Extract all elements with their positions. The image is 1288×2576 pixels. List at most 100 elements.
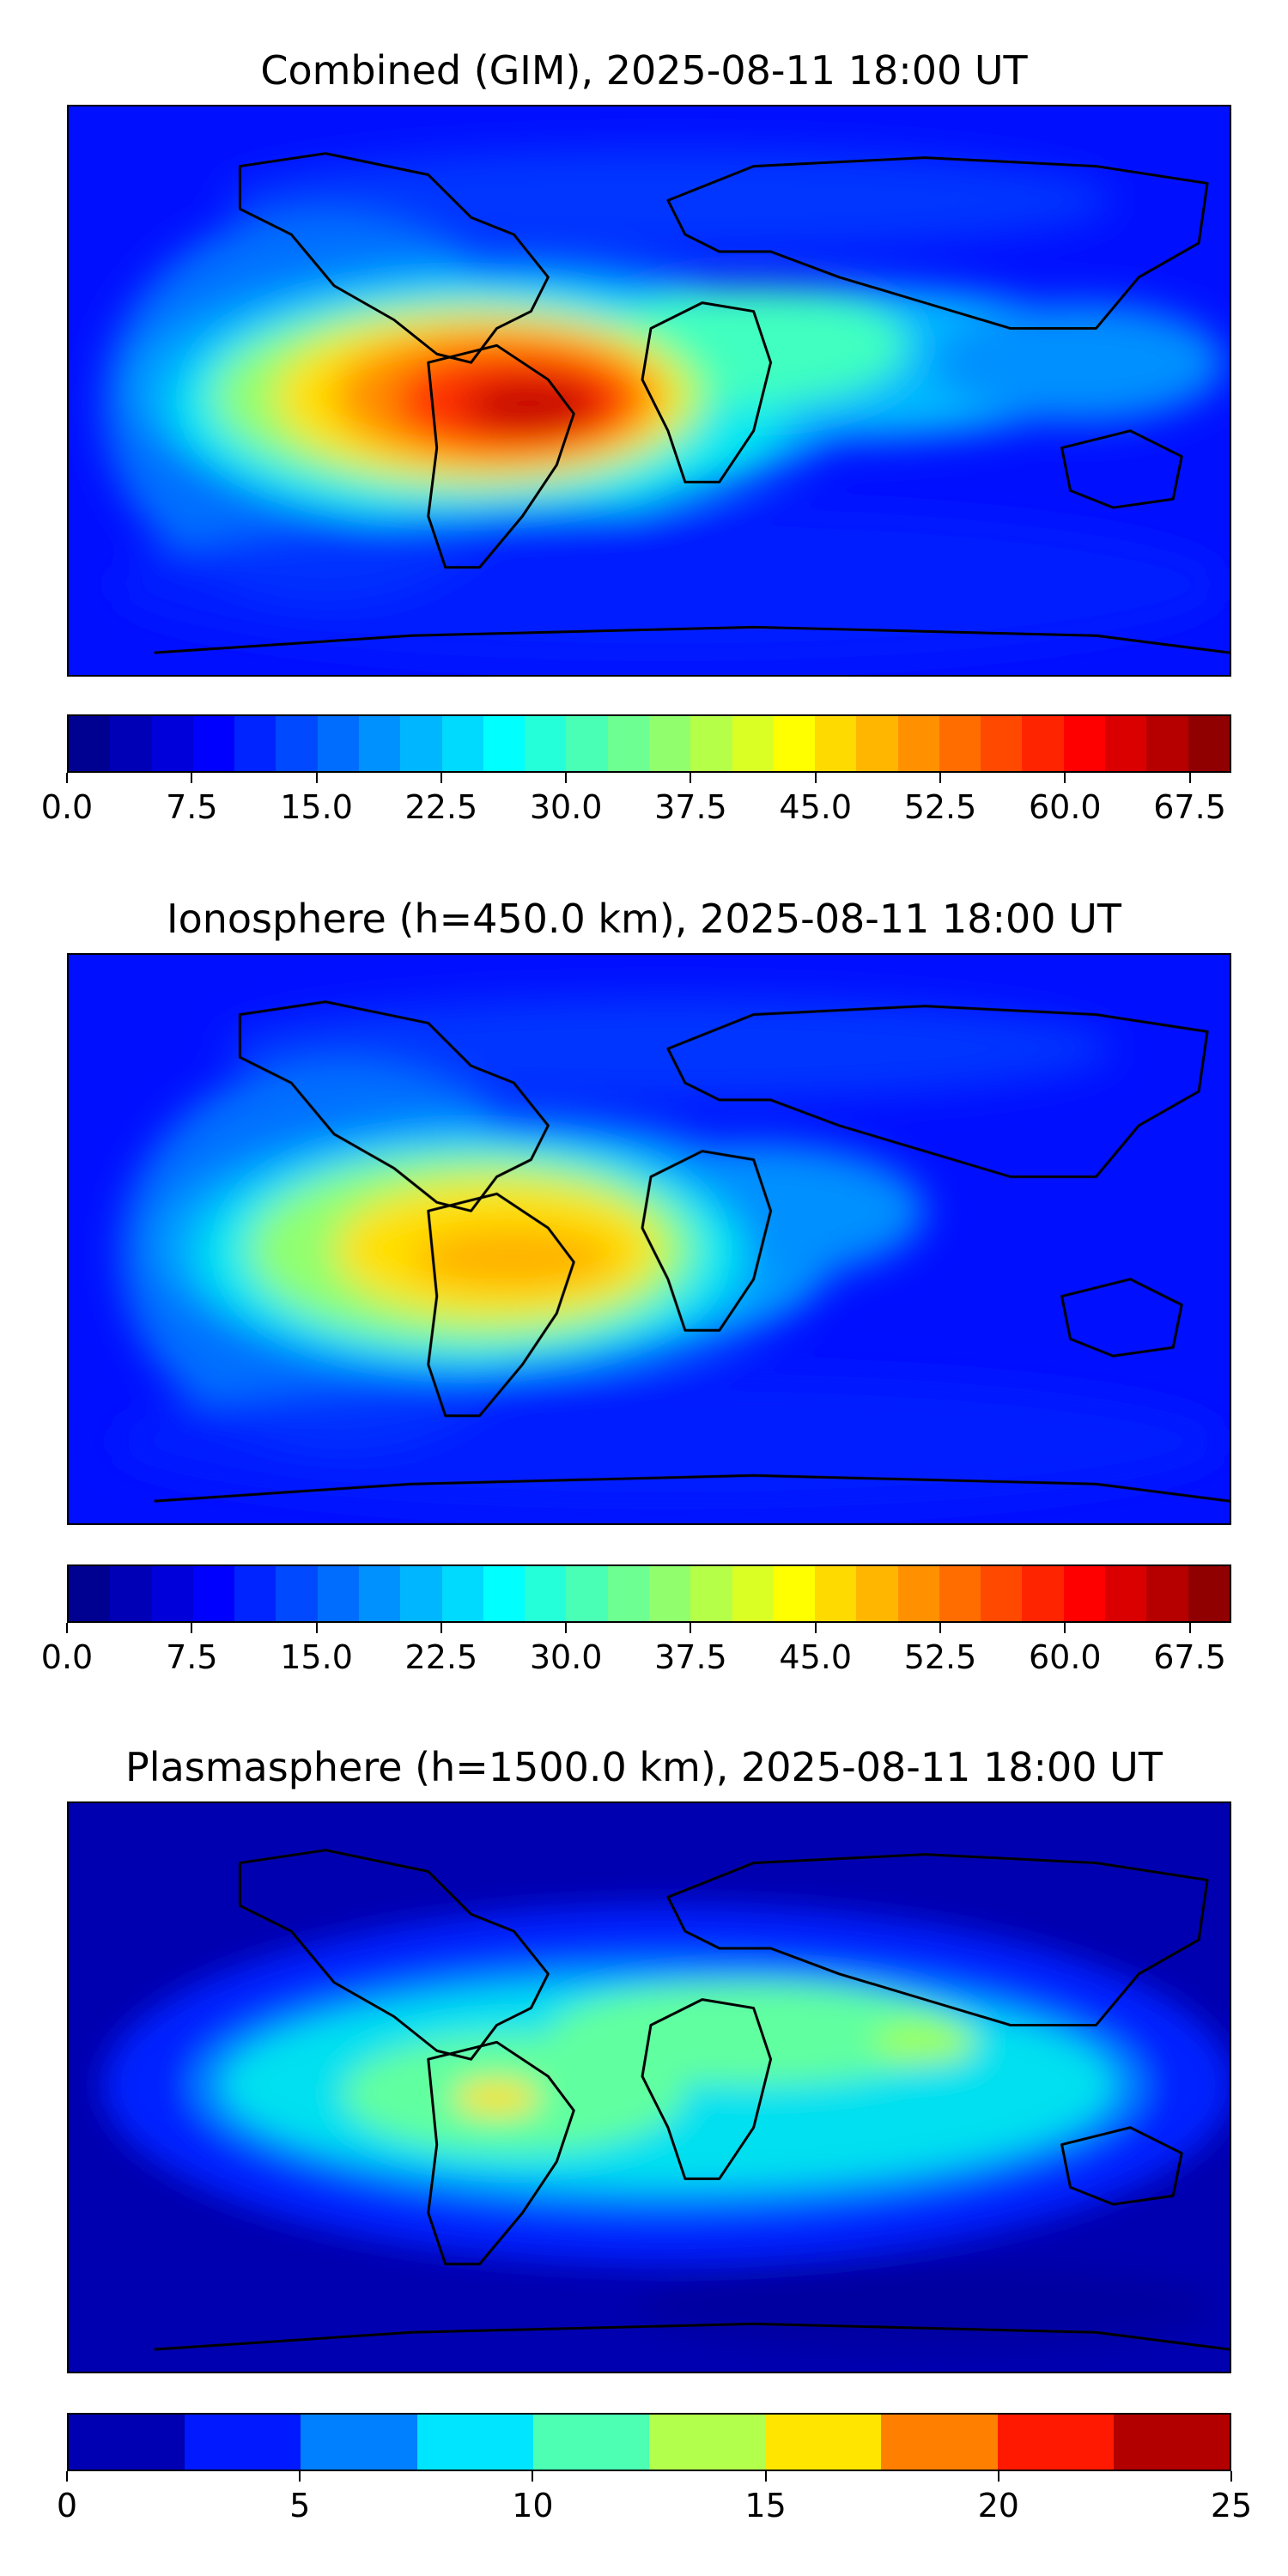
colorbar-tick [939, 1623, 941, 1633]
colorbar-tick-label: 0.0 [40, 788, 94, 826]
colorbar-tick [1064, 773, 1066, 783]
colorbar-segment [856, 1566, 898, 1621]
colorbar-segment [192, 716, 235, 771]
panel-1-colorbar [67, 714, 1231, 773]
colorbar-tick-label: 7.5 [166, 788, 218, 826]
colorbar-segment [1113, 2415, 1230, 2470]
panel-3-title: Plasmasphere (h=1500.0 km), 2025-08-11 1… [125, 1744, 1163, 1790]
panel-3-colorbar-ticks: 0 5 10 15 20 25 [57, 2471, 1252, 2524]
colorbar-segment [69, 1566, 111, 1621]
colorbar-segment [1063, 1566, 1106, 1621]
colorbar-segment [1188, 716, 1230, 771]
colorbar-segment [1105, 1566, 1147, 1621]
colorbar-tick [66, 2471, 68, 2482]
colorbar-tick [1230, 2471, 1232, 2482]
colorbar-segment [649, 2415, 766, 2470]
colorbar-segment [773, 716, 816, 771]
colorbar-tick-label: 7.5 [166, 1638, 218, 1676]
colorbar-segment [483, 1566, 526, 1621]
colorbar-segment [1063, 716, 1106, 771]
colorbar-tick [690, 1623, 692, 1633]
colorbar-segment [607, 716, 649, 771]
colorbar-tick-label: 0.0 [40, 1638, 94, 1676]
colorbar-tick-label: 52.5 [903, 1638, 977, 1676]
colorbar-segment [648, 1566, 691, 1621]
colorbar-tick-label: 20 [977, 2487, 1019, 2524]
colorbar-segment [981, 716, 1023, 771]
colorbar-segment [690, 1566, 732, 1621]
panel-1-title: Combined (GIM), 2025-08-11 18:00 UT [260, 47, 1028, 94]
colorbar-tick-label: 67.5 [1153, 1638, 1226, 1676]
panel-1-map-svg [69, 106, 1230, 675]
colorbar-segment [566, 1566, 608, 1621]
colorbar-segment [416, 2415, 533, 2470]
colorbar-tick-label: 22.5 [404, 1638, 478, 1676]
colorbar-segment [773, 1566, 816, 1621]
colorbar-segment [532, 2415, 650, 2470]
colorbar-tick [191, 773, 193, 783]
colorbar-tick [315, 773, 318, 783]
colorbar-segment [69, 2415, 185, 2470]
colorbar-tick-label: 10 [512, 2487, 554, 2524]
colorbar-tick-label: 15.0 [280, 1638, 353, 1676]
colorbar-segment [192, 1566, 235, 1621]
colorbar-tick-label: 60.0 [1028, 788, 1102, 826]
colorbar-segment [441, 1566, 483, 1621]
panel-2-colorbar [67, 1564, 1231, 1623]
colorbar-segment [732, 1566, 774, 1621]
colorbar-segment [276, 1566, 318, 1621]
panel-2-map [67, 953, 1231, 1525]
colorbar-tick-label: 45.0 [779, 1638, 853, 1676]
colorbar-tick-label: 37.5 [654, 1638, 727, 1676]
colorbar-segment [897, 716, 939, 771]
colorbar-tick [1064, 1623, 1066, 1633]
colorbar-segment [815, 716, 857, 771]
panel-1-map [67, 105, 1231, 677]
colorbar-segment [69, 716, 111, 771]
colorbar-tick [565, 1623, 568, 1633]
panel-2-map-svg [69, 955, 1230, 1523]
colorbar-segment [881, 2415, 998, 2470]
colorbar-segment [110, 1566, 152, 1621]
colorbar-segment [110, 716, 152, 771]
colorbar-tick [315, 1623, 318, 1633]
colorbar-tick [532, 2471, 534, 2482]
colorbar-segment [151, 1566, 193, 1621]
colorbar-tick [764, 2471, 767, 2482]
colorbar-tick [191, 1623, 193, 1633]
colorbar-tick [997, 2471, 999, 2482]
colorbar-segment [317, 716, 359, 771]
colorbar-segment [897, 1566, 939, 1621]
colorbar-segment [856, 716, 898, 771]
colorbar-tick-label: 52.5 [903, 788, 977, 826]
colorbar-tick [939, 773, 941, 783]
colorbar-segment [765, 2415, 882, 2470]
colorbar-tick [299, 2471, 301, 2482]
colorbar-tick [66, 1623, 68, 1633]
colorbar-segment [234, 716, 276, 771]
panel-3-map-svg [69, 1803, 1230, 2372]
colorbar-segment [185, 2415, 301, 2470]
colorbar-segment [441, 716, 483, 771]
colorbar-tick [440, 773, 442, 783]
colorbar-segment [1022, 1566, 1064, 1621]
colorbar-segment [607, 1566, 649, 1621]
colorbar-segment [815, 1566, 857, 1621]
colorbar-segment [690, 716, 732, 771]
colorbar-segment [1146, 1566, 1188, 1621]
colorbar-segment [400, 716, 442, 771]
colorbar-tick [1188, 1623, 1191, 1633]
colorbar-tick-label: 5 [289, 2487, 311, 2524]
colorbar-tick-label: 67.5 [1153, 788, 1226, 826]
panel-2-colorbar-ticks: 0.0 7.5 15.0 22.5 30.0 37.5 45.0 52.5 60.0 67.5 [41, 1623, 1231, 1676]
panel-2-coastlines [154, 1000, 1230, 1503]
panel-1-coastlines [154, 152, 1230, 654]
colorbar-tick-label: 37.5 [654, 788, 727, 826]
colorbar-segment [997, 2415, 1114, 2470]
colorbar-segment [981, 1566, 1023, 1621]
panel-1-colorbar-ticks: 0.0 7.5 15.0 22.5 30.0 37.5 45.0 52.5 60.0 67.5 [41, 773, 1231, 826]
panel-3-map [67, 1801, 1231, 2373]
colorbar-segment [566, 716, 608, 771]
colorbar-tick [1188, 773, 1191, 783]
colorbar-tick-label: 60.0 [1028, 1638, 1102, 1676]
